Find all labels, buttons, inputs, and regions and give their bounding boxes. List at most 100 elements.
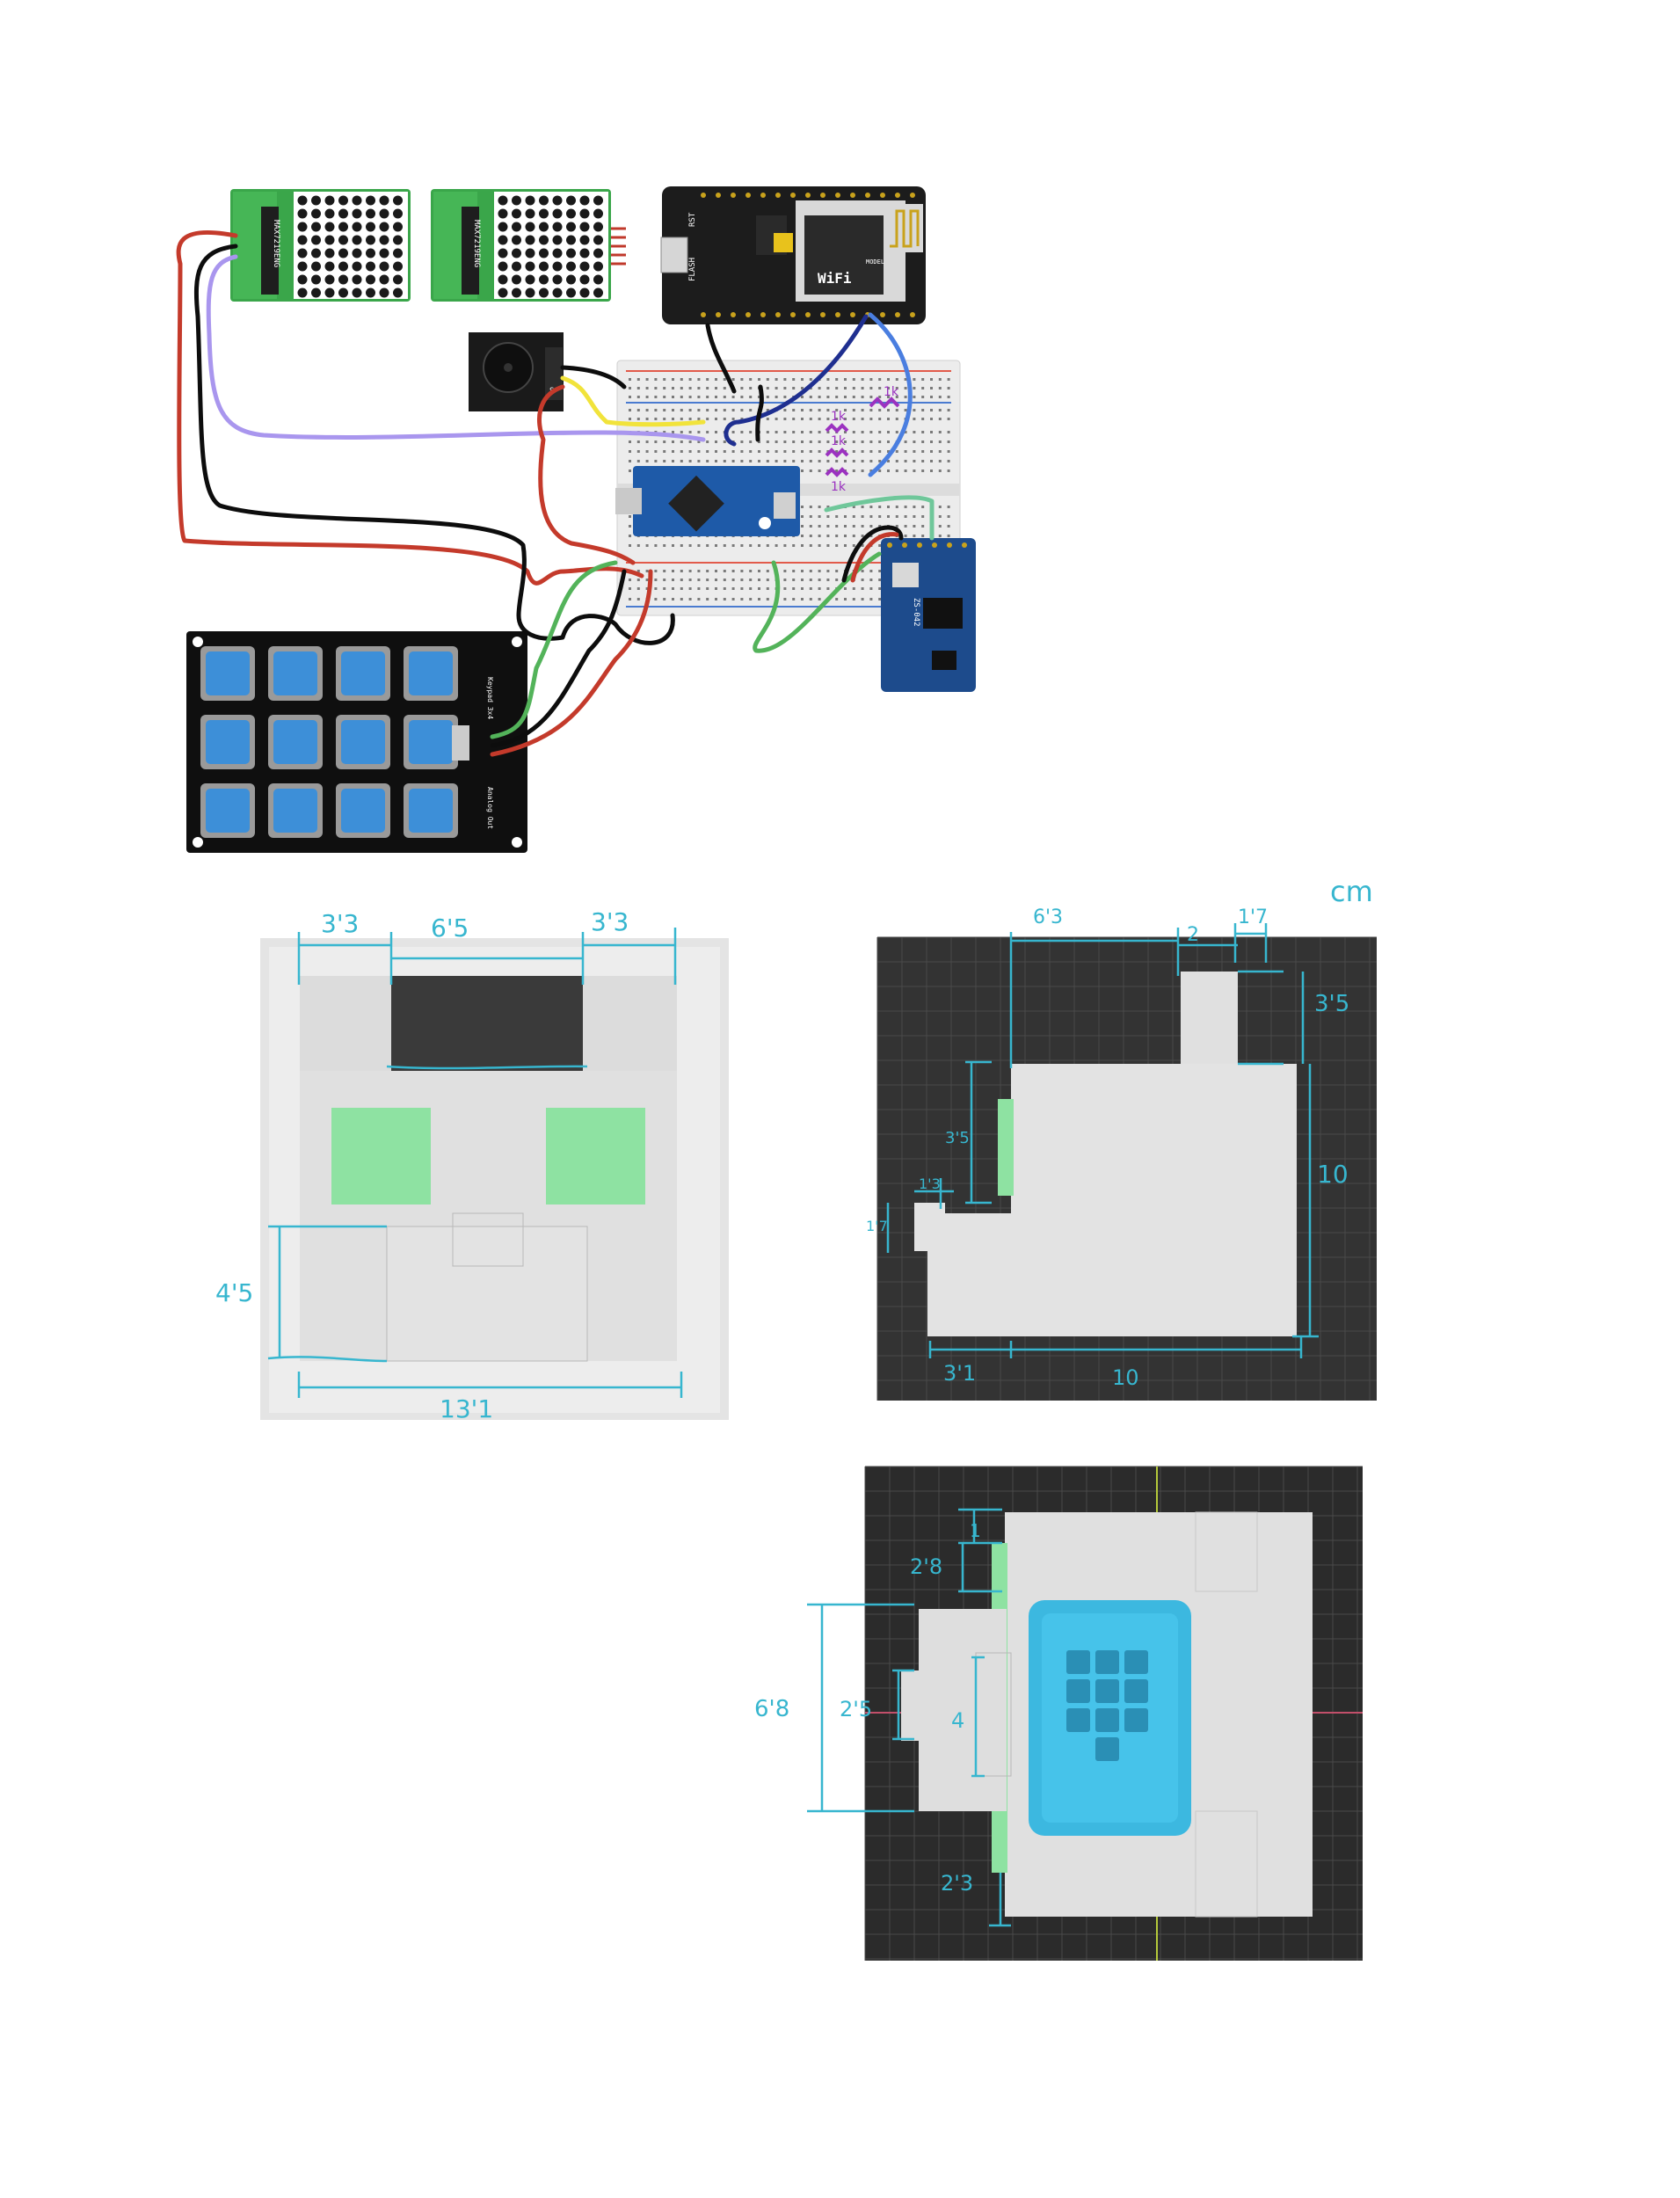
breadboard-hole [801, 544, 804, 547]
breadboard-hole [783, 570, 787, 572]
rtc-pin [887, 542, 892, 548]
led-dot [311, 261, 321, 272]
breadboard-hole [947, 450, 950, 453]
esp-pin [775, 312, 781, 317]
breadboard-hole [801, 409, 804, 411]
breadboard-hole [921, 525, 925, 528]
breadboard-hole [792, 450, 796, 453]
breadboard-hole [895, 506, 898, 508]
breadboard-hole [680, 431, 683, 433]
esp-pin [775, 193, 781, 198]
breadboard-hole [913, 469, 916, 472]
esp-pin [805, 193, 811, 198]
led-dot [338, 248, 348, 258]
arduino-nano [615, 466, 800, 536]
led-dot [539, 235, 549, 245]
breadboard-hole [636, 418, 640, 420]
breadboard-hole [775, 450, 778, 453]
breadboard-hole [869, 598, 873, 600]
breadboard-hole [715, 570, 717, 572]
led-dot [379, 195, 389, 206]
esp-pin [895, 193, 900, 198]
breadboard-hole [913, 440, 916, 443]
esp8266-board: WiFi MODEL FLASH RST [660, 186, 926, 324]
led-dot [593, 248, 603, 258]
breadboard-hole [723, 544, 726, 547]
led-dot [297, 248, 308, 258]
led-dot [393, 235, 403, 245]
breadboard-hole [740, 450, 744, 453]
breadboard-hole [766, 396, 769, 398]
breadboard-hole [645, 409, 649, 411]
breadboard-hole [706, 598, 709, 600]
led-dot [352, 248, 362, 258]
breadboard-hole [913, 450, 916, 453]
led-dot [552, 248, 563, 258]
led-dot [311, 195, 321, 206]
breadboard-hole [801, 440, 804, 443]
breadboard-hole [878, 598, 882, 600]
breadboard-hole [852, 460, 855, 462]
led-dot [366, 274, 375, 285]
breadboard-hole [629, 579, 631, 581]
breadboard-hole [895, 387, 898, 389]
breadboard-hole [680, 378, 683, 381]
breadboard-hole [938, 431, 942, 433]
breadboard-hole [792, 579, 796, 581]
led-dot [579, 222, 590, 232]
rtc-pin [917, 542, 922, 548]
breadboard-hole [852, 515, 855, 518]
led-dot [512, 261, 521, 272]
breadboard-hole [809, 515, 812, 518]
led-dot [366, 248, 375, 258]
breadboard-hole [852, 598, 855, 600]
breadboard-hole [749, 450, 753, 453]
breadboard-hole [869, 587, 873, 590]
breadboard-hole [852, 469, 855, 472]
breadboard-hole [731, 431, 735, 433]
breadboard-hole [654, 587, 658, 590]
side-dim-post-width: 1'7 [1238, 906, 1268, 928]
breadboard-hole [654, 378, 658, 381]
led-dot [324, 261, 335, 272]
breadboard-hole [688, 418, 692, 420]
keypad-button [409, 789, 453, 833]
esp-pin [835, 193, 840, 198]
breadboard-hole [835, 515, 839, 518]
breadboard-hole [861, 587, 864, 590]
breadboard-hole [706, 396, 709, 398]
led-dot [579, 261, 590, 272]
breadboard-hole [654, 570, 658, 572]
breadboard-hole [801, 579, 804, 581]
led-dot [379, 208, 389, 219]
breadboard-hole [895, 378, 898, 381]
breadboard-hole [740, 544, 744, 547]
breadboard-hole [645, 418, 649, 420]
keypad-button [409, 720, 453, 764]
breadboard-hole [835, 525, 839, 528]
wiring [176, 229, 935, 757]
led-dot [352, 274, 362, 285]
breadboard-hole [904, 378, 907, 381]
breadboard-hole [636, 378, 640, 381]
top-dim-overall-height: 6'8 [754, 1696, 789, 1722]
led-dot [512, 287, 521, 298]
breadboard-hole [758, 579, 760, 581]
breadboard-hole [809, 579, 812, 581]
esp-pin [850, 312, 855, 317]
breadboard-hole [895, 396, 898, 398]
led-dot [498, 248, 508, 258]
led-dot [498, 274, 508, 285]
breadboard-hole [844, 544, 847, 547]
led-dot [379, 287, 389, 298]
breadboard-hole [663, 396, 666, 398]
breadboard-hole [766, 378, 769, 381]
breadboard-hole [887, 460, 890, 462]
breadboard-hole [913, 418, 916, 420]
led-dot [579, 248, 590, 258]
led-dot [338, 287, 348, 298]
breadboard-hole [723, 570, 726, 572]
breadboard-hole [938, 418, 942, 420]
breadboard-hole [844, 409, 847, 411]
breadboard-hole [878, 378, 882, 381]
